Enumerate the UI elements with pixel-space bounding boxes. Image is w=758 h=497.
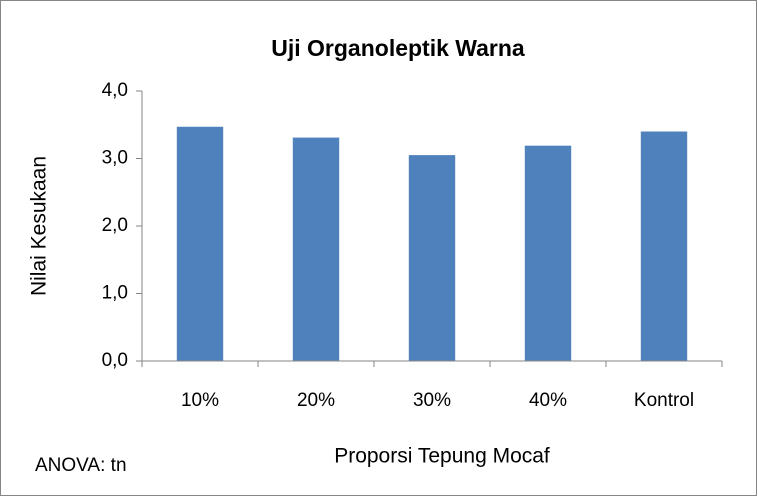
- x-axis-title: Proporsi Tepung Mocaf: [334, 445, 550, 468]
- y-tick-label: 2,0: [102, 215, 128, 236]
- y-tick-label: 0,0: [102, 350, 128, 371]
- x-tick-label: 20%: [297, 390, 335, 411]
- annotation: ANOVA: tn: [35, 455, 127, 476]
- x-tick-label: 40%: [529, 390, 567, 411]
- y-tick-label: 3,0: [102, 148, 128, 169]
- chart-title: Uji Organoleptik Warna: [271, 35, 525, 61]
- x-tick-label: 30%: [413, 390, 451, 411]
- bar: [176, 126, 224, 362]
- bar: [640, 131, 688, 361]
- bar: [524, 145, 572, 361]
- x-tick-label: Kontrol: [634, 390, 694, 411]
- y-tick-label: 1,0: [102, 283, 128, 304]
- x-tick-label: 10%: [181, 390, 219, 411]
- y-tick-label: 4,0: [102, 80, 128, 101]
- bar: [292, 137, 340, 361]
- y-axis-title: Nilai Kesukaan: [28, 156, 51, 296]
- bar: [408, 155, 456, 361]
